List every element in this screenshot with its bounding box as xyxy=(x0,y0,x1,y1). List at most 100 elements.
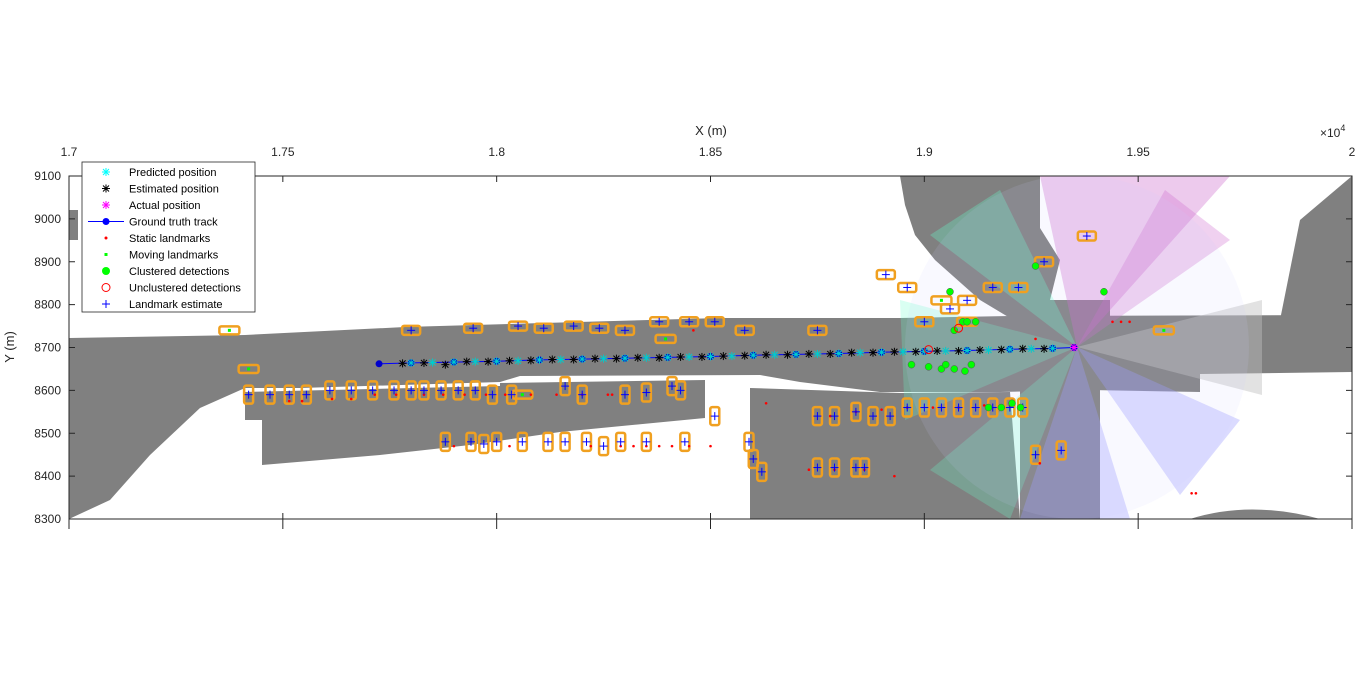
landmark-box xyxy=(935,397,948,418)
predicted-position-point xyxy=(984,346,993,355)
landmark-box xyxy=(1055,440,1067,461)
estimated-position-point xyxy=(1018,344,1027,353)
landmark-box xyxy=(435,380,447,401)
legend-marker xyxy=(104,236,108,240)
landmark-box xyxy=(875,268,897,281)
landmark-estimate-point xyxy=(469,324,478,333)
estimated-position-point xyxy=(697,352,706,361)
estimated-position-point xyxy=(505,356,514,365)
landmark-box xyxy=(828,457,841,478)
landmark-estimate-point xyxy=(325,386,334,395)
landmark-box xyxy=(734,324,755,337)
static-landmark-point xyxy=(555,393,558,396)
y-tick-label: 8800 xyxy=(34,298,61,312)
static-landmark-point xyxy=(508,444,511,448)
landmark-estimate-point xyxy=(830,463,839,472)
landmark-box xyxy=(283,384,295,405)
moving-landmark-point xyxy=(247,367,251,371)
static-landmark-point xyxy=(287,399,291,403)
landmark-estimate-point xyxy=(302,390,311,399)
static-landmark-point xyxy=(880,408,883,411)
landmark-box xyxy=(704,316,726,328)
estimated-position-point xyxy=(975,346,984,355)
landmark-box xyxy=(465,431,477,453)
landmark-estimate-point xyxy=(479,439,488,448)
landmark-box xyxy=(580,431,593,453)
y-tick-label: 8600 xyxy=(34,383,61,397)
predicted-position-point xyxy=(813,349,822,358)
fov-sector-7 xyxy=(900,300,1077,420)
landmark-estimate-point xyxy=(266,390,275,399)
predicted-position-point xyxy=(856,348,865,357)
clustered-detection-point xyxy=(924,363,933,371)
landmark-estimate-point xyxy=(886,412,895,421)
legend-entry: Static landmarks xyxy=(104,233,211,245)
landmark-box xyxy=(901,397,913,418)
predicted-position-point xyxy=(898,347,907,356)
y-tick-label: 8300 xyxy=(34,512,61,526)
predicted-position-point xyxy=(877,348,886,357)
estimated-position-point xyxy=(591,354,600,363)
predicted-position-point xyxy=(792,350,801,359)
static-landmark-point xyxy=(422,393,426,396)
landmark-estimate-point xyxy=(757,467,766,476)
static-landmark-point xyxy=(300,399,304,403)
static-landmark-point xyxy=(982,404,986,407)
legend-box xyxy=(81,161,256,313)
static-landmark-point xyxy=(1119,320,1123,324)
landmark-estimate-point xyxy=(569,322,578,331)
estimated-position-point xyxy=(548,355,557,364)
estimated-position-point xyxy=(911,347,920,356)
static-landmark-point xyxy=(1128,320,1131,324)
landmark-estimate-point xyxy=(680,437,689,446)
predicted-position-point xyxy=(428,358,437,367)
predicted-position-point xyxy=(642,353,651,362)
landmark-box xyxy=(452,380,464,401)
landmark-box xyxy=(462,322,484,334)
landmark-estimate-point xyxy=(471,386,480,395)
landmark-box xyxy=(478,433,490,455)
landmark-box xyxy=(747,448,760,470)
landmark-box xyxy=(614,324,636,337)
fov-sector-6 xyxy=(930,347,1077,519)
predicted-position-point xyxy=(941,346,950,355)
landmark-estimate-point xyxy=(582,437,591,446)
landmark-estimate-point xyxy=(881,270,890,279)
estimated-position-point xyxy=(762,350,771,359)
estimated-position-point xyxy=(869,348,878,357)
landmark-box xyxy=(956,294,978,307)
estimated-position-point xyxy=(933,346,942,355)
landmark-estimate-point xyxy=(655,317,664,326)
landmark-box xyxy=(648,316,670,328)
landmark-box xyxy=(597,435,610,457)
moving-landmark-box xyxy=(218,325,241,336)
landmark-box xyxy=(807,324,828,337)
static-landmark-point xyxy=(330,397,334,401)
landmark-box xyxy=(542,431,554,453)
landmark-estimate-point xyxy=(454,386,463,395)
landmark-box xyxy=(559,375,571,397)
landmark-box xyxy=(884,405,896,427)
estimated-position-point xyxy=(804,349,813,358)
x-tick-label: 1.7 xyxy=(61,145,78,159)
static-landmark-point xyxy=(931,406,935,409)
landmark-estimate-point xyxy=(744,437,753,446)
landmark-estimate-point xyxy=(740,326,749,335)
landmark-box xyxy=(439,431,452,453)
estimated-position-point xyxy=(847,348,856,357)
y-tick-label: 9000 xyxy=(34,212,61,226)
landmark-estimate-point xyxy=(860,463,869,472)
fov-sector-8 xyxy=(930,190,1077,347)
static-landmark-point xyxy=(394,393,398,396)
clustered-detection-point xyxy=(907,360,916,369)
moving-landmark-point xyxy=(227,328,231,332)
unclustered-detection-point xyxy=(924,345,934,355)
legend-label: Estimated position xyxy=(129,184,219,196)
landmark-estimate-point xyxy=(514,322,523,331)
static-landmark-point xyxy=(1034,337,1037,341)
landmark-estimate-point xyxy=(599,442,608,451)
left-wedge xyxy=(69,210,78,240)
unclustered-detection-point xyxy=(954,323,964,333)
legend-marker xyxy=(102,201,110,209)
